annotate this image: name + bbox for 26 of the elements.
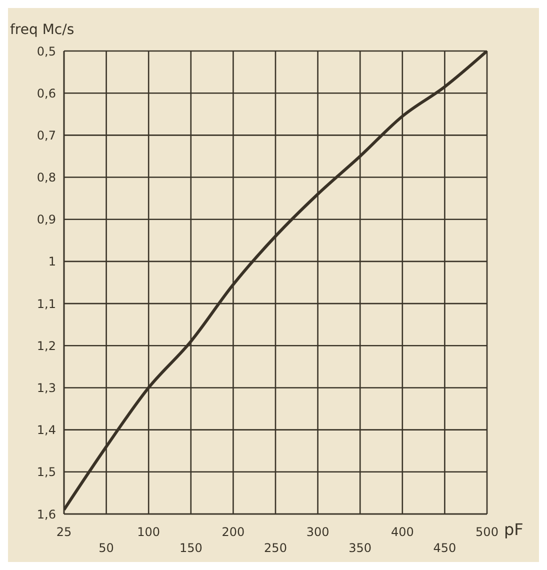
x-tick-label: 500 bbox=[476, 525, 498, 539]
x-tick-label: 100 bbox=[137, 525, 160, 539]
x-axis-title: pF bbox=[504, 520, 524, 539]
line-series bbox=[64, 51, 487, 512]
y-tick-label: 0,6 bbox=[36, 86, 56, 100]
y-tick-label: 1,3 bbox=[36, 380, 56, 395]
x-tick-label: 300 bbox=[306, 525, 330, 539]
y-tick-label: 1,1 bbox=[36, 296, 56, 311]
y-tick-label: 0,7 bbox=[36, 128, 56, 142]
x-tick-label: 400 bbox=[390, 525, 414, 539]
x-tick-label: 250 bbox=[264, 541, 287, 555]
x-tick-label: 25 bbox=[56, 525, 72, 539]
y-tick-label: 0,8 bbox=[36, 170, 56, 185]
y-tick-label: 0,5 bbox=[36, 44, 56, 58]
y-tick-label: 1,4 bbox=[36, 423, 56, 438]
y-axis-title: freq Mc/s bbox=[10, 22, 74, 38]
x-tick-label: 200 bbox=[222, 525, 245, 539]
y-tick-label: 0,9 bbox=[36, 212, 56, 227]
x-tick-label: 450 bbox=[433, 541, 456, 555]
y-tick-label: 1,2 bbox=[36, 338, 56, 353]
x-tick-label: 150 bbox=[179, 541, 202, 555]
y-tick-label: 1,5 bbox=[36, 465, 56, 480]
y-tick-label: 1,6 bbox=[36, 507, 56, 522]
x-tick-label: 50 bbox=[98, 541, 114, 555]
y-tick-label: 1 bbox=[48, 254, 56, 269]
x-tick-label: 350 bbox=[348, 541, 372, 555]
